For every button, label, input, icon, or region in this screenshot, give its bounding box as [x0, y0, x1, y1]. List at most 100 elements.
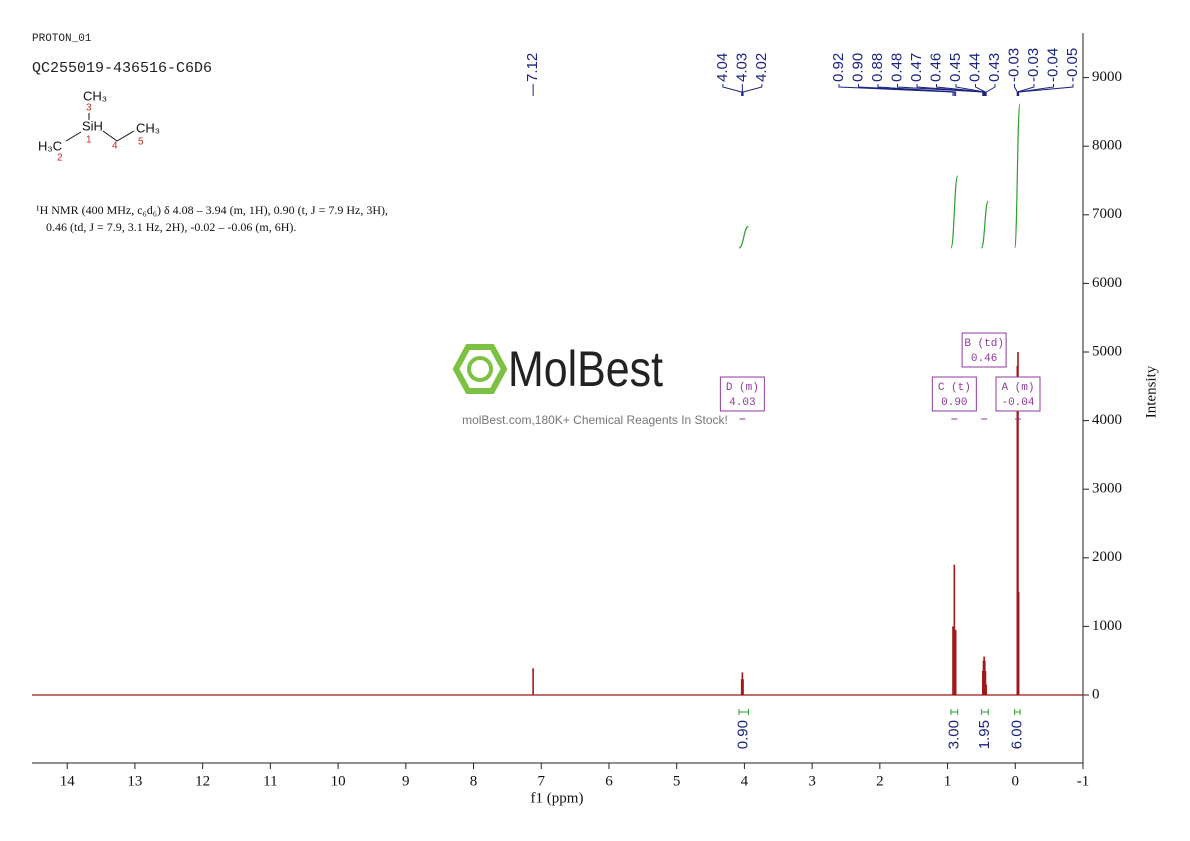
y-tick-label: 9000: [1092, 69, 1122, 85]
atom-label: H₃C: [38, 138, 62, 153]
peak-label: -0.04: [1044, 48, 1061, 82]
integral-label: 3.00: [945, 720, 962, 749]
chart-title: QC255019-436516-C6D6: [32, 60, 212, 77]
logo-icon: [452, 344, 508, 394]
peak-label: 0.92: [830, 53, 847, 82]
x-tick-label: 11: [263, 773, 277, 789]
peak-label-leader: [955, 84, 986, 96]
x-axis-label: f1 (ppm): [531, 790, 584, 806]
peak-label: 0.46: [927, 53, 944, 82]
peak-label: -0.03: [1025, 48, 1042, 82]
sample-id: PROTON_01: [32, 33, 92, 45]
peak-label: 0.88: [869, 53, 886, 82]
y-tick-label: 2000: [1092, 549, 1122, 565]
bond: [116, 130, 135, 142]
x-tick-label: 14: [60, 773, 76, 789]
atom-number: 5: [138, 137, 144, 148]
x-tick-label: 2: [876, 773, 884, 789]
integral-curve: [980, 200, 989, 249]
peak-label-leader: [858, 84, 955, 96]
multiplet-shift: 0.90: [941, 397, 967, 409]
x-tick-label: 7: [537, 773, 545, 789]
x-tick-label: 3: [808, 773, 816, 789]
integral-curve: [1014, 103, 1021, 249]
multiplet-name: D (m): [726, 382, 759, 394]
y-tick-label: 1000: [1092, 618, 1122, 634]
peak-label-leader: [916, 84, 984, 96]
peak-label-leader: [936, 84, 985, 96]
multiplet-name: B (td): [964, 338, 1004, 350]
peak-label-leader: [1016, 84, 1035, 96]
x-tick-label: 8: [470, 773, 478, 789]
peak-label-leader: [877, 84, 957, 96]
peak-label: 7.12: [524, 53, 541, 82]
atom-label: SiH: [82, 118, 103, 133]
integral-label: 0.90: [735, 720, 752, 749]
peak-label-leader: [742, 84, 763, 96]
multiplet-box: [995, 376, 1041, 412]
peak-label-leader: [897, 84, 984, 96]
peak-label: 0.47: [908, 53, 925, 82]
description: ¹H NMR (400 MHz, c₆d₆) δ 4.08 – 3.94 (m,…: [36, 203, 388, 217]
x-tick-label: 6: [605, 773, 613, 789]
atom-label: CH₃: [136, 120, 160, 135]
atom-number: 3: [86, 103, 92, 114]
integral-curve: [738, 225, 749, 249]
structure: CH₃ 3 SiH 1 H₃C 2 4 5 CH₃: [38, 88, 160, 163]
integral-bracket: [950, 709, 959, 715]
peak-label-leader: [1017, 84, 1054, 96]
multiplet-box: [961, 332, 1007, 368]
multiplet-name: C (t): [938, 382, 971, 394]
peak-label-leader: [838, 84, 954, 96]
y-tick-label: 7000: [1092, 206, 1122, 222]
peak-label-leader: [985, 84, 996, 96]
multiplet-box: [931, 376, 977, 412]
peak-label: -0.03: [1005, 48, 1022, 82]
x-tick-label: 12: [195, 773, 210, 789]
peak-label: -0.05: [1064, 48, 1081, 82]
peak-label-leader: [975, 84, 986, 96]
peak-label: 4.03: [733, 53, 750, 82]
y-axis-label: Intensity: [1143, 365, 1159, 418]
x-tick-label: 13: [127, 773, 142, 789]
x-tick-label: 5: [673, 773, 681, 789]
peak-label: 4.04: [714, 53, 731, 82]
peak-label: 0.43: [986, 53, 1003, 82]
peak-label: 0.44: [966, 53, 983, 82]
y-tick-label: 0: [1092, 686, 1100, 702]
bond: [65, 131, 82, 142]
logo-icon: [467, 356, 493, 382]
peak-label: 0.90: [849, 53, 866, 82]
y-tick-label: 3000: [1092, 481, 1122, 497]
y-tick-label: 8000: [1092, 138, 1122, 154]
description: 0.46 (td, J = 7.9, 3.1 Hz, 2H), -0.02 – …: [46, 220, 296, 234]
x-tick-label: 1: [944, 773, 952, 789]
integral-label: 6.00: [1008, 720, 1025, 749]
x-tick-label: 4: [741, 773, 749, 789]
integral-bracket: [980, 709, 989, 715]
atom-number: 1: [86, 135, 92, 146]
watermark: MolBest: [508, 341, 663, 397]
peak-label: 0.45: [947, 53, 964, 82]
multiplet-shift: 4.03: [729, 397, 755, 409]
atom-number: 4: [112, 141, 118, 152]
integral-curve: [950, 175, 959, 249]
peak-label: 0.48: [888, 53, 905, 82]
bond: [102, 130, 118, 142]
integral-bracket: [738, 709, 749, 715]
integral-bracket: [1014, 709, 1021, 715]
atom-label: CH₃: [83, 88, 107, 103]
integral-label: 1.95: [976, 720, 993, 749]
x-tick-label: 0: [1012, 773, 1020, 789]
peak-label-leader: [1018, 84, 1074, 96]
peak-label-leader: [722, 84, 743, 96]
multiplet-shift: 0.46: [971, 353, 997, 365]
x-tick-label: -1: [1077, 773, 1090, 789]
multiplet-shift: -0.04: [1001, 397, 1034, 409]
peak-label: 4.02: [753, 53, 770, 82]
y-tick-label: 4000: [1092, 412, 1122, 428]
y-tick-label: 5000: [1092, 343, 1122, 359]
watermark-logo: MolBest molBest.com,180K+ Chemical Reage…: [452, 341, 728, 427]
